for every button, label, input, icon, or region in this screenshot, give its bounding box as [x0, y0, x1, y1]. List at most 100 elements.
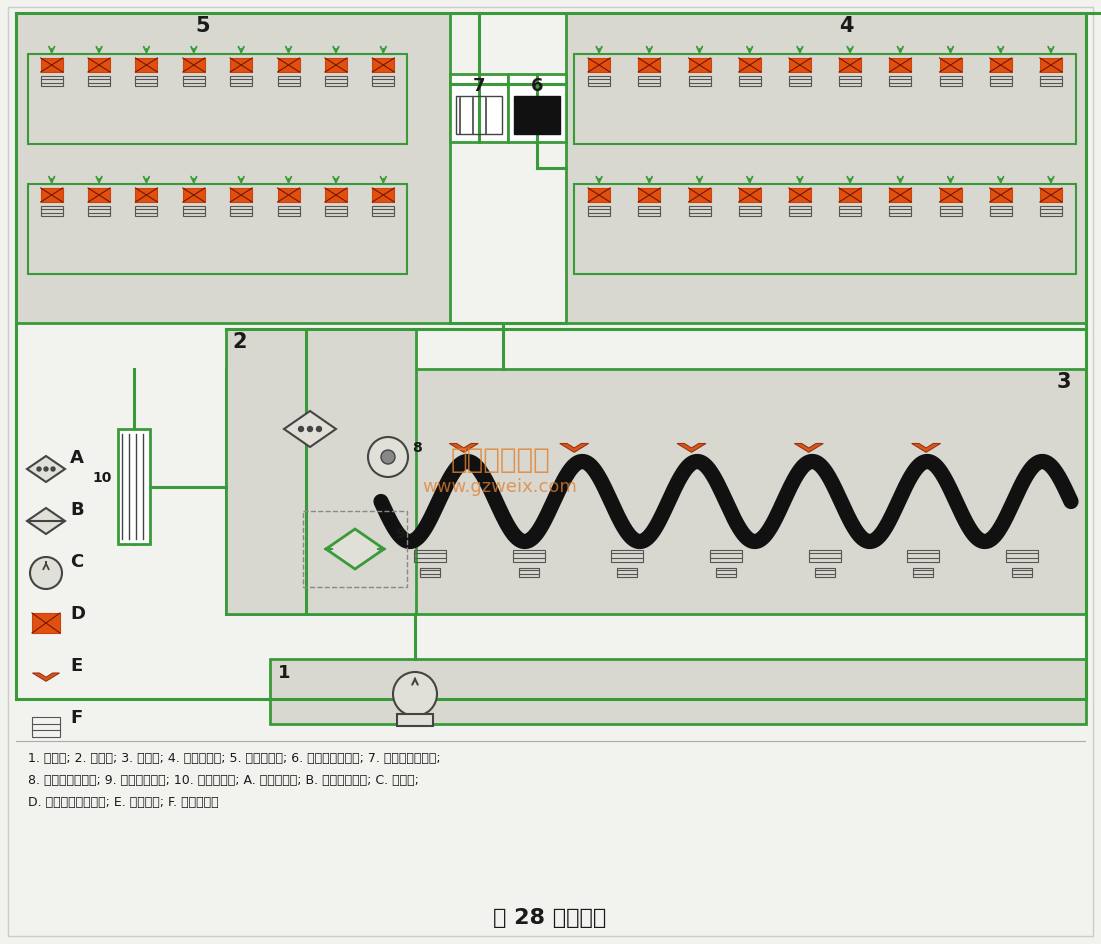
Polygon shape	[28, 509, 65, 534]
Bar	[588, 59, 610, 73]
Bar	[28, 185, 407, 275]
Bar	[808, 550, 840, 562]
Circle shape	[298, 427, 304, 432]
Circle shape	[307, 427, 313, 432]
Bar	[325, 189, 347, 203]
Bar	[688, 189, 710, 203]
Bar	[270, 659, 1086, 724]
Bar	[1005, 550, 1038, 562]
Bar	[372, 76, 394, 87]
Bar	[230, 207, 252, 217]
Bar	[226, 370, 1086, 615]
Polygon shape	[33, 673, 59, 682]
Bar	[688, 76, 710, 87]
Bar	[939, 189, 961, 203]
Circle shape	[381, 450, 395, 464]
Bar	[907, 550, 939, 562]
Bar	[789, 59, 811, 73]
Bar	[183, 59, 205, 73]
Text: D: D	[70, 604, 85, 622]
Text: 精通维修下载: 精通维修下载	[450, 446, 549, 474]
Bar	[325, 207, 347, 217]
Bar	[450, 75, 508, 143]
Bar	[1040, 189, 1061, 203]
Bar	[514, 97, 560, 135]
Bar	[519, 568, 538, 577]
Polygon shape	[559, 444, 589, 453]
Text: C: C	[70, 552, 84, 570]
Bar	[135, 59, 157, 73]
Bar	[716, 568, 735, 577]
Polygon shape	[326, 530, 384, 569]
Bar	[32, 717, 59, 737]
Circle shape	[51, 467, 55, 471]
Bar	[990, 207, 1012, 217]
Text: 8. 链条传动导向轮; 9. 带溢流节温器; 10. 机油散热器; A. 机油滤清器; B. 油水热交换器; C. 机油泵;: 8. 链条传动导向轮; 9. 带溢流节温器; 10. 机油散热器; A. 机油滤…	[28, 773, 418, 786]
Bar	[183, 189, 205, 203]
Text: 10: 10	[92, 471, 111, 485]
Bar	[990, 189, 1012, 203]
Bar	[135, 76, 157, 87]
Bar	[566, 14, 1086, 324]
Bar	[839, 76, 861, 87]
Text: 7: 7	[472, 76, 486, 95]
Bar	[414, 550, 446, 562]
Bar	[88, 189, 110, 203]
Bar	[1012, 568, 1032, 577]
Polygon shape	[284, 412, 336, 447]
Text: 5: 5	[196, 16, 210, 36]
Bar	[421, 568, 440, 577]
Bar	[1040, 76, 1061, 87]
Circle shape	[316, 427, 321, 432]
Bar	[513, 550, 545, 562]
Polygon shape	[795, 444, 824, 453]
Bar	[372, 189, 394, 203]
Text: 图 28 机油回路: 图 28 机油回路	[493, 907, 607, 927]
Polygon shape	[912, 444, 940, 453]
Circle shape	[30, 557, 62, 589]
Bar	[135, 207, 157, 217]
Bar	[508, 75, 566, 143]
Text: F: F	[70, 708, 83, 726]
Text: 8: 8	[412, 441, 422, 454]
Circle shape	[393, 672, 437, 716]
Bar	[688, 207, 710, 217]
Bar	[325, 76, 347, 87]
Bar	[88, 207, 110, 217]
Bar	[303, 512, 407, 587]
Text: www.gzweix.com: www.gzweix.com	[423, 478, 577, 496]
Bar	[277, 207, 299, 217]
Bar	[1040, 207, 1061, 217]
Bar	[183, 207, 205, 217]
Text: 1. 油底壳; 2. 正时箱; 3. 曲轴箱; 4. 左侧气缸盖; 5. 右侧气缸盖; 6. 左侧涡轮增压器; 7. 右侧涡轮增压器;: 1. 油底壳; 2. 正时箱; 3. 曲轴箱; 4. 左侧气缸盖; 5. 右侧气…	[28, 751, 440, 765]
Bar	[639, 207, 661, 217]
Bar	[230, 76, 252, 87]
Bar	[230, 59, 252, 73]
Bar	[789, 207, 811, 217]
Text: 9: 9	[395, 527, 405, 540]
Bar	[739, 189, 761, 203]
Bar	[913, 568, 934, 577]
Bar	[397, 715, 433, 726]
Bar	[939, 76, 961, 87]
Text: 1: 1	[277, 664, 291, 682]
Bar	[277, 59, 299, 73]
Bar	[789, 76, 811, 87]
Bar	[135, 189, 157, 203]
Bar	[41, 59, 63, 73]
Bar	[41, 76, 63, 87]
Bar	[88, 76, 110, 87]
Bar	[277, 76, 299, 87]
Bar	[639, 189, 661, 203]
Bar	[28, 55, 407, 144]
Bar	[990, 76, 1012, 87]
Bar	[688, 59, 710, 73]
Bar	[277, 189, 299, 203]
Bar	[372, 207, 394, 217]
Bar	[839, 59, 861, 73]
Bar	[710, 550, 742, 562]
Text: A: A	[70, 448, 84, 466]
Bar	[739, 207, 761, 217]
Polygon shape	[677, 444, 706, 453]
Circle shape	[37, 467, 41, 471]
